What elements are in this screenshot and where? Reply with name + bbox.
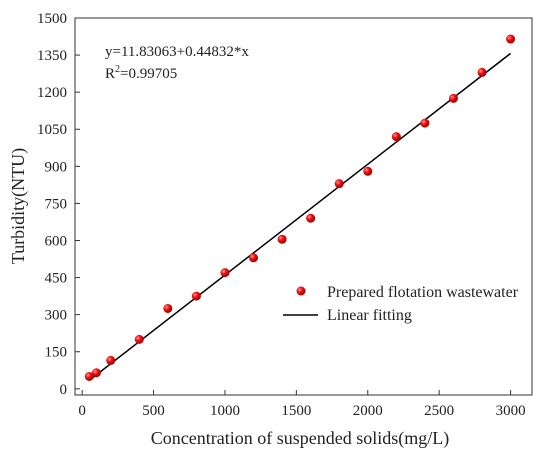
data-point xyxy=(249,253,259,263)
y-tick-label: 300 xyxy=(45,308,68,324)
fit-equation: y=11.83063+0.44832*x xyxy=(105,44,249,60)
y-tick-label: 1200 xyxy=(37,85,67,101)
x-axis-title: Concentration of suspended solids(mg/L) xyxy=(151,428,449,449)
y-tick-label: 150 xyxy=(45,345,68,361)
y-tick-label: 0 xyxy=(60,382,68,398)
y-tick-label: 1500 xyxy=(37,11,67,27)
x-tick-label: 0 xyxy=(78,403,86,419)
data-point xyxy=(191,291,201,301)
legend-label-scatter: Prepared flotation wastewater xyxy=(327,284,519,301)
r-squared-value: =0.99705 xyxy=(120,66,177,82)
data-point xyxy=(506,34,516,44)
x-tick-label: 1500 xyxy=(281,403,311,419)
y-tick-label: 750 xyxy=(45,196,68,212)
data-point xyxy=(220,268,230,278)
r-squared-sup: 2 xyxy=(115,64,120,75)
data-point xyxy=(134,334,144,344)
x-tick-label: 500 xyxy=(142,403,165,419)
legend-label-line: Linear fitting xyxy=(327,307,412,324)
data-point xyxy=(163,303,173,313)
x-tick-label: 1000 xyxy=(210,403,240,419)
y-tick-label: 600 xyxy=(45,233,68,249)
fit-line xyxy=(88,52,512,381)
data-point xyxy=(306,213,316,223)
x-tick-label: 3000 xyxy=(496,403,526,419)
legend: Prepared flotation wastewater Linear fit… xyxy=(283,284,519,324)
data-point xyxy=(106,355,116,365)
y-tick-label: 1350 xyxy=(37,48,67,64)
data-point xyxy=(334,179,344,189)
y-tick-label: 450 xyxy=(45,271,68,287)
y-tick-label: 1050 xyxy=(37,122,67,138)
data-point xyxy=(420,118,430,128)
x-tick-label: 2000 xyxy=(353,403,383,419)
fit-line-layer xyxy=(88,52,512,381)
y-axis-title: Turbidity(NTU) xyxy=(8,148,29,264)
data-point xyxy=(391,132,401,142)
data-point xyxy=(277,234,287,244)
legend-marker-scatter xyxy=(296,286,306,296)
r-squared-prefix: R xyxy=(105,66,115,82)
data-point xyxy=(91,368,101,378)
x-axis: 0 500 1000 1500 2000 2500 3000 xyxy=(78,390,526,419)
data-point xyxy=(84,371,94,381)
plot-frame xyxy=(74,17,533,396)
scatter-points-layer xyxy=(84,34,516,381)
data-point xyxy=(477,67,487,77)
y-tick-label: 900 xyxy=(45,159,68,175)
x-tick-label: 2500 xyxy=(424,403,454,419)
y-axis: 0 150 300 450 600 750 900 1050 1200 1350 1500 xyxy=(37,11,80,398)
data-point xyxy=(363,166,373,176)
r-squared: R2=0.99705 xyxy=(105,64,177,82)
data-point xyxy=(448,93,458,103)
